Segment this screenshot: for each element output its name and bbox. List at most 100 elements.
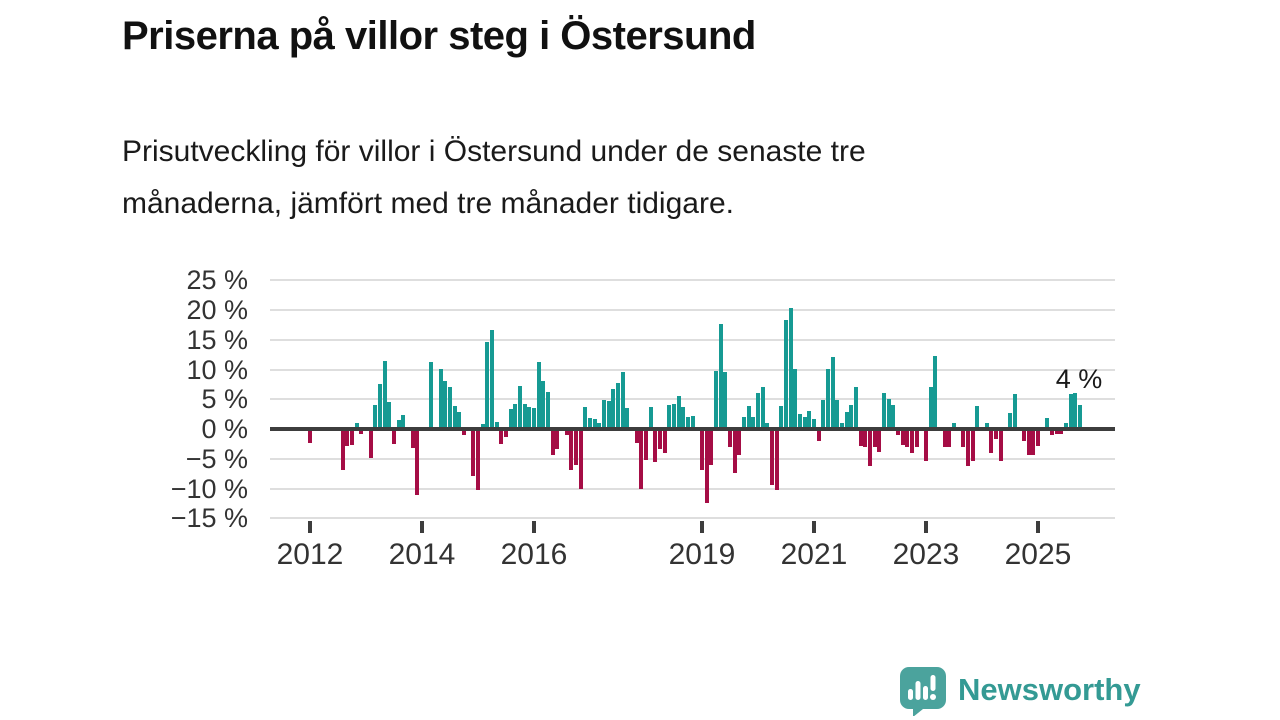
bar-2018-08 [676, 395, 681, 429]
bar-2019-01 [700, 429, 704, 471]
bar-2024-08 [1012, 393, 1017, 429]
bar-2017-02 [592, 418, 597, 429]
gridline [270, 517, 1115, 520]
bar-2020-08 [788, 308, 793, 429]
bar-2023-07 [952, 423, 956, 429]
bar-2018-02 [648, 406, 653, 429]
x-axis-tick [1036, 521, 1040, 533]
bar-2023-03 [933, 356, 938, 429]
bar-2025-09 [1073, 393, 1078, 429]
bar-2021-07 [840, 423, 844, 429]
bar-2014-10 [462, 429, 466, 435]
gridline [270, 338, 1115, 341]
bar-2021-11 [858, 429, 863, 446]
bar-2023-10 [966, 429, 970, 466]
bar-2020-11 [802, 417, 807, 429]
bar-2019-02 [704, 429, 709, 503]
bar-2025-03 [1045, 417, 1050, 429]
bar-2022-09 [905, 429, 910, 448]
bar-2015-10 [518, 386, 522, 429]
bar-2021-06 [835, 400, 840, 429]
gridline [270, 309, 1115, 311]
bar-2014-07 [448, 387, 452, 429]
bar-2015-07 [504, 429, 508, 438]
bar-2025-08 [1068, 394, 1073, 429]
bar-2017-03 [597, 423, 602, 429]
bar-2022-02 [872, 429, 877, 448]
bar-2023-06 [947, 429, 952, 448]
bar-2025-01 [1036, 429, 1040, 447]
bar-2013-08 [396, 420, 401, 429]
bar-2015-01 [476, 429, 480, 490]
bar-2022-01 [868, 429, 872, 466]
y-axis-tick-label: 10 % [186, 354, 248, 385]
bar-2015-06 [499, 429, 504, 444]
bar-2012-12 [359, 429, 364, 434]
bar-2015-11 [522, 404, 527, 429]
bar-2014-05 [438, 368, 443, 429]
bar-2019-06 [723, 372, 728, 429]
bar-2022-10 [910, 429, 914, 454]
bar-2020-01 [756, 393, 760, 429]
y-axis-tick-label: −15 % [170, 503, 248, 534]
bar-2024-11 [1026, 429, 1031, 455]
page-title: Priserna på villor steg i Östersund [122, 14, 756, 58]
bar-2023-01 [924, 429, 928, 462]
chart-subtitle: Prisutveckling för villor i Östersund un… [122, 126, 866, 230]
bar-2022-06 [891, 405, 896, 429]
bar-2022-04 [882, 393, 886, 429]
bar-2025-06 [1059, 429, 1064, 435]
bar-2014-06 [443, 380, 448, 429]
bar-2023-05 [942, 429, 947, 448]
latest-value-label: 4 % [1055, 364, 1103, 395]
bar-2017-06 [611, 389, 616, 429]
bar-2018-01 [644, 429, 648, 460]
bar-2021-04 [826, 368, 830, 429]
bar-2015-09 [513, 404, 518, 429]
bar-2020-07 [784, 319, 788, 429]
bar-2017-11 [634, 429, 639, 444]
x-axis-year-label: 2012 [276, 538, 344, 571]
bar-2013-11 [410, 429, 415, 449]
bar-2020-04 [770, 429, 774, 485]
bar-2017-07 [616, 382, 620, 429]
bar-2019-03 [709, 429, 714, 466]
bar-2016-02 [536, 362, 541, 429]
y-axis-tick-label: 25 % [186, 265, 248, 296]
bar-2021-03 [821, 400, 826, 429]
bar-2019-07 [728, 429, 732, 447]
bar-2013-09 [401, 414, 406, 429]
bar-2020-10 [798, 414, 802, 429]
newsworthy-logo-icon [900, 667, 946, 716]
bar-2022-07 [896, 429, 900, 435]
bar-2016-09 [569, 429, 574, 471]
bar-2018-11 [690, 415, 695, 429]
bar-2013-12 [415, 429, 420, 496]
bar-2015-05 [494, 421, 499, 429]
bar-2014-12 [471, 429, 476, 476]
bar-2024-07 [1008, 412, 1012, 429]
bar-2016-01 [532, 408, 536, 429]
bar-2025-05 [1054, 429, 1059, 435]
x-axis-tick [924, 521, 928, 533]
bar-2019-04 [714, 370, 718, 429]
y-axis-tick-label: 15 % [186, 324, 248, 355]
bar-2024-02 [984, 423, 989, 429]
bar-2019-09 [737, 429, 742, 456]
bar-2020-03 [765, 423, 770, 429]
x-axis-year-label: 2016 [500, 538, 568, 571]
bar-2025-07 [1064, 423, 1068, 429]
bar-2013-03 [373, 405, 378, 429]
bar-2022-08 [900, 429, 905, 446]
gridline [270, 398, 1115, 401]
bar-2016-03 [541, 381, 546, 429]
bar-2014-09 [457, 412, 462, 429]
bar-2024-04 [994, 429, 998, 439]
bar-2016-05 [550, 429, 555, 455]
bar-2020-09 [793, 368, 798, 429]
bar-2012-01 [308, 429, 312, 444]
bar-2023-02 [928, 387, 933, 429]
newsworthy-logo-text: Newsworthy [958, 672, 1141, 707]
bar-2024-03 [989, 429, 994, 454]
